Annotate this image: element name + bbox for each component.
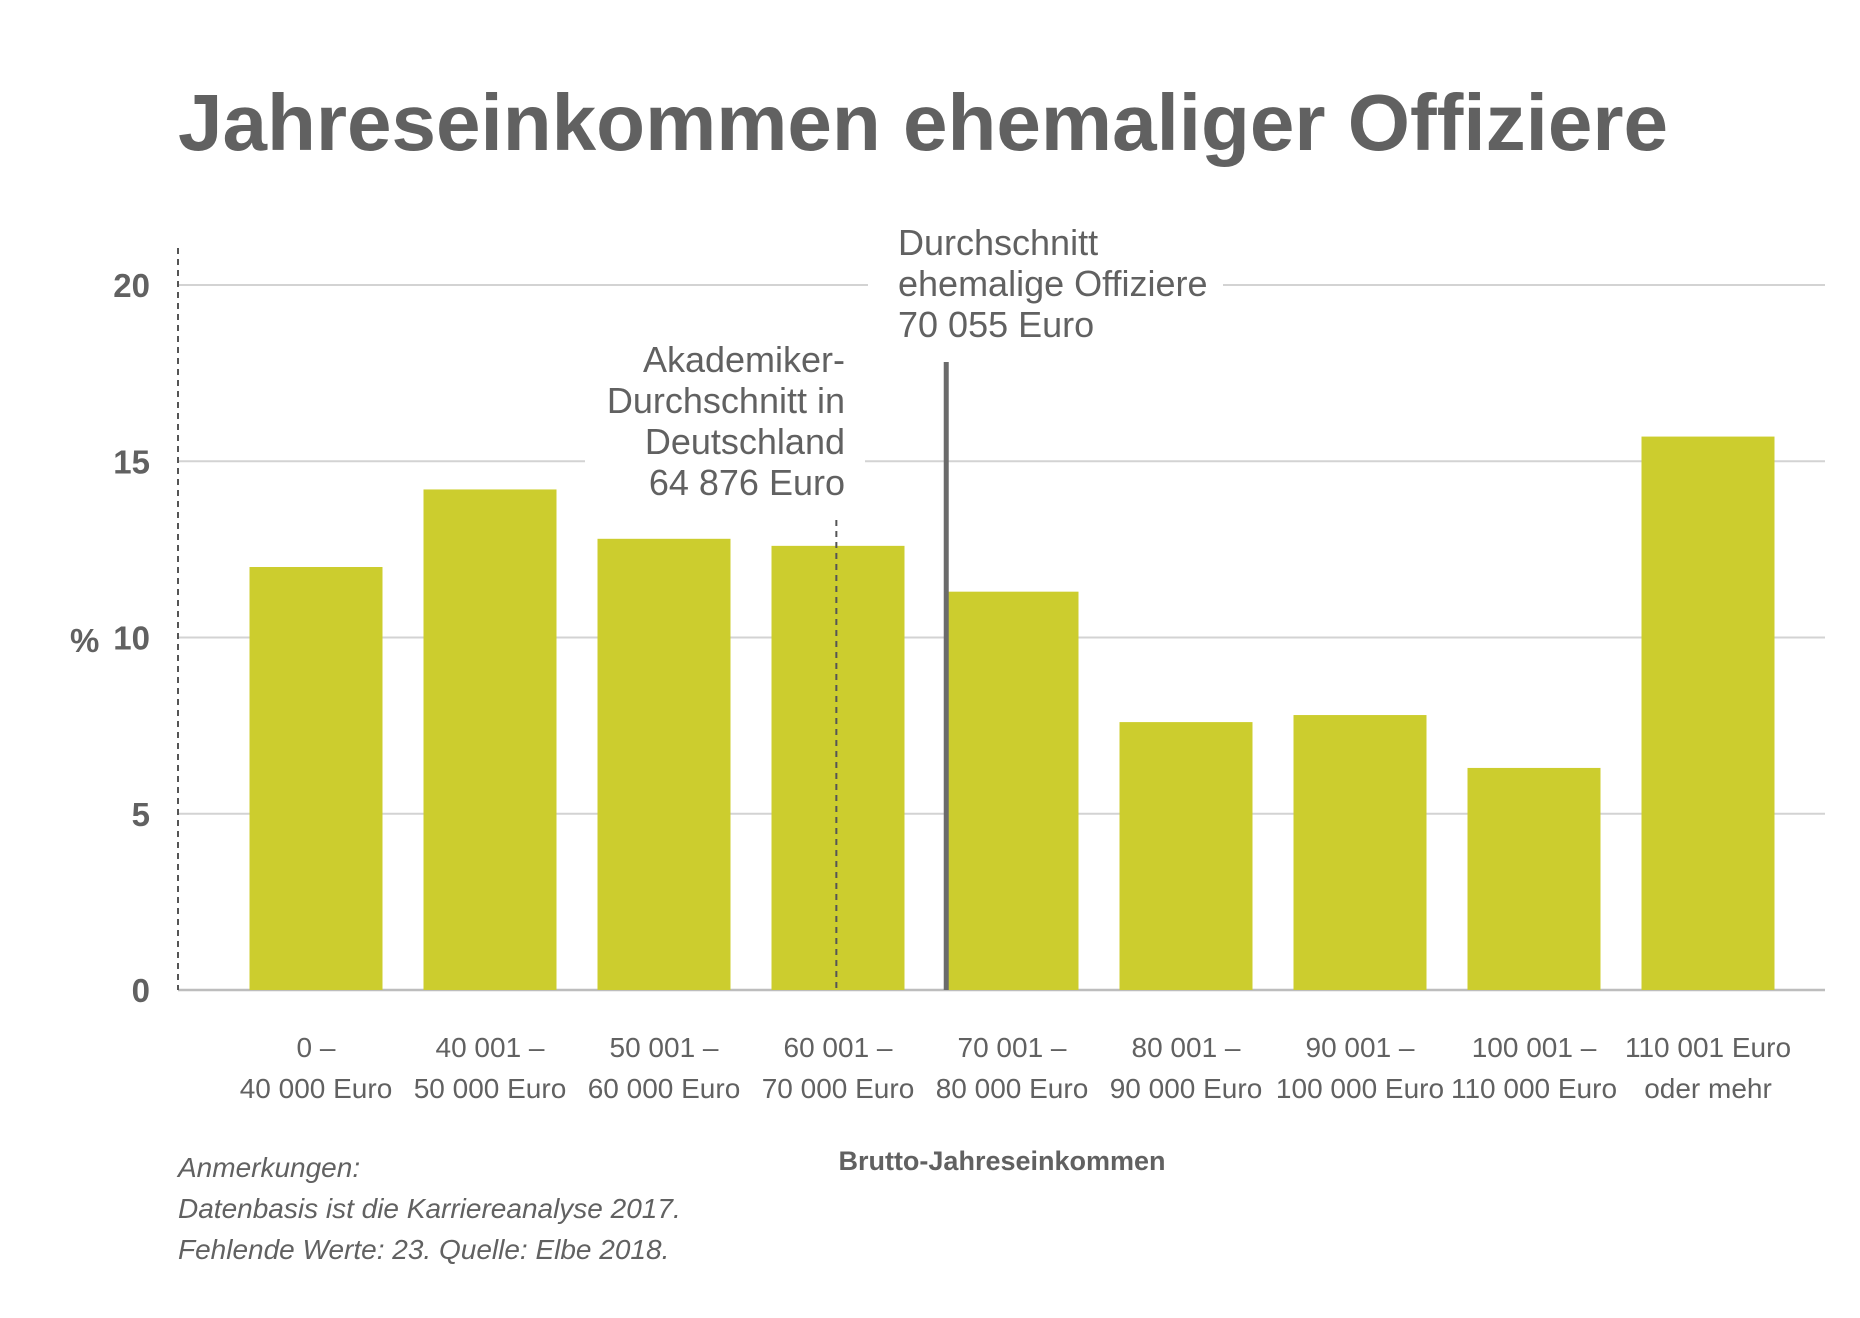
offiziere-label: Durchschnitt xyxy=(898,222,1098,263)
x-tick-label: 80 000 Euro xyxy=(936,1073,1089,1104)
y-axis-label: % xyxy=(70,622,99,659)
x-tick-label: 80 001 – xyxy=(1132,1032,1241,1063)
bar-8 xyxy=(1467,767,1601,990)
y-tick-label: 5 xyxy=(132,796,150,833)
bars xyxy=(249,436,1775,990)
x-tick-label: 0 – xyxy=(297,1032,336,1063)
average-markers: Akademiker-Durchschnitt inDeutschland64 … xyxy=(585,220,1223,990)
x-axis-label: Brutto-Jahreseinkommen xyxy=(838,1146,1165,1176)
bar-9 xyxy=(1641,436,1775,990)
x-tick-label: 110 001 Euro xyxy=(1625,1032,1791,1063)
bar-4 xyxy=(771,545,905,990)
x-tick-label: 50 001 – xyxy=(610,1032,719,1063)
akademiker-label: Akademiker- xyxy=(643,339,845,380)
offiziere-label: ehemalige Offiziere xyxy=(898,263,1208,304)
x-tick-label: 40 001 – xyxy=(436,1032,545,1063)
x-tick-label: 60 001 – xyxy=(784,1032,893,1063)
x-tick-label: 100 001 – xyxy=(1472,1032,1597,1063)
x-tick-label: 110 000 Euro xyxy=(1451,1073,1617,1104)
y-tick-label: 20 xyxy=(113,267,150,304)
bar-1 xyxy=(249,567,383,990)
bar-7 xyxy=(1293,715,1427,990)
offiziere-label-bg xyxy=(868,220,1223,350)
note-line: Datenbasis ist die Karriereanalyse 2017. xyxy=(178,1193,681,1224)
x-tick-label: 100 000 Euro xyxy=(1276,1073,1444,1104)
notes: Anmerkungen: Datenbasis ist die Karrierea… xyxy=(176,1152,681,1265)
akademiker-label: Durchschnitt in xyxy=(607,380,845,421)
x-tick-label: 40 000 Euro xyxy=(240,1073,393,1104)
note-line: Fehlende Werte: 23. Quelle: Elbe 2018. xyxy=(178,1234,669,1265)
x-tick-label: 90 001 – xyxy=(1306,1032,1415,1063)
offiziere-label: 70 055 Euro xyxy=(898,304,1094,345)
chart-title: Jahreseinkommen ehemaliger Offiziere xyxy=(178,78,1668,167)
y-tick-labels: 0 5 10 15 20 xyxy=(113,267,150,1009)
bar-6 xyxy=(1119,722,1253,990)
y-tick-label: 15 xyxy=(113,443,150,480)
bar-3 xyxy=(597,538,731,990)
x-tick-label: 70 001 – xyxy=(958,1032,1067,1063)
y-tick-label: 0 xyxy=(132,972,150,1009)
akademiker-label-bg xyxy=(585,340,865,505)
x-tick-label: 60 000 Euro xyxy=(588,1073,741,1104)
akademiker-label: 64 876 Euro xyxy=(649,462,845,503)
bar-2 xyxy=(423,489,557,990)
x-tick-label: 70 000 Euro xyxy=(762,1073,915,1104)
x-tick-label: oder mehr xyxy=(1644,1073,1772,1104)
x-tick-label: 90 000 Euro xyxy=(1110,1073,1263,1104)
akademiker-label: Deutschland xyxy=(645,421,845,462)
y-tick-label: 10 xyxy=(113,620,150,657)
x-tick-label: 50 000 Euro xyxy=(414,1073,567,1104)
note-line: Anmerkungen: xyxy=(176,1152,360,1183)
x-category-labels: 0 – 40 000 Euro 40 001 – 50 000 Euro 50 001 … xyxy=(240,1032,1791,1104)
bar-5 xyxy=(945,591,1079,990)
